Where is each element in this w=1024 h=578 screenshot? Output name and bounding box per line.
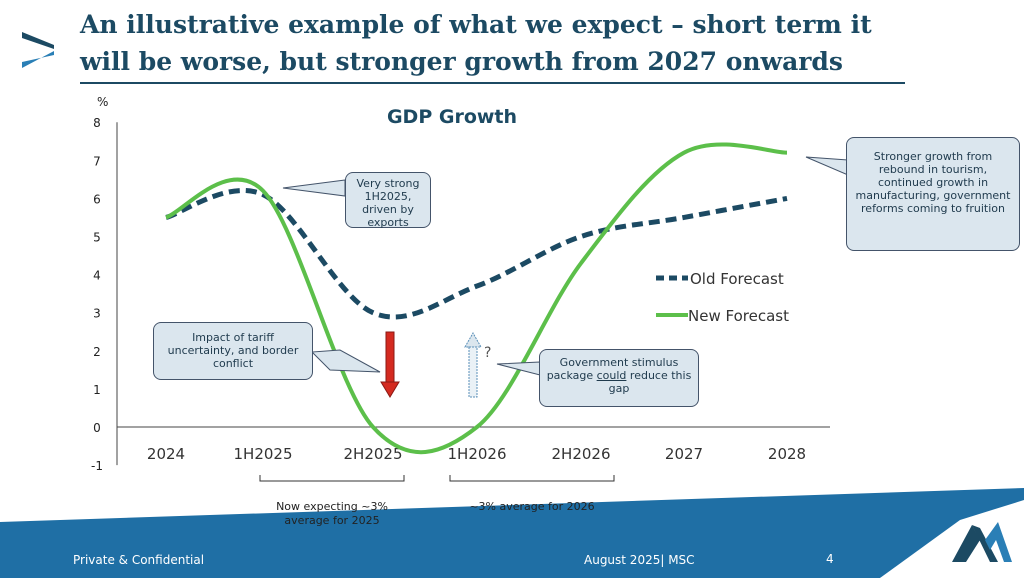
note-2025: Now expecting ~3% average for 2025 (276, 500, 388, 527)
question-mark: ? (484, 345, 491, 361)
x-tick-label: 1H2025 (234, 445, 293, 463)
red-down-arrow (380, 331, 400, 398)
y-tick-label: 3 (93, 307, 101, 321)
bracket-2026 (449, 475, 615, 482)
y-tick-label: 6 (93, 192, 101, 206)
footer-band (0, 488, 1024, 578)
bracket-2025 (259, 475, 405, 482)
y-tick-label: 2 (93, 345, 101, 359)
y-unit-label: % (97, 95, 108, 109)
y-tick-label: 4 (93, 269, 101, 283)
brand-chevron-icon (22, 30, 62, 74)
msc-logo-icon (952, 522, 1012, 562)
callout-stimulus: Government stimulus package could reduce… (539, 349, 699, 407)
stimulus-emphasis: could (596, 369, 627, 382)
series-line-new (165, 142, 788, 455)
y-tick-label: 5 (93, 231, 101, 245)
y-tick-label: 0 (93, 421, 101, 435)
title-underline (80, 82, 905, 84)
series-line-old (165, 187, 788, 320)
x-tick-label: 2027 (665, 445, 703, 463)
legend-old-label: Old Forecast (690, 270, 784, 288)
x-tick-label: 1H2026 (448, 445, 507, 463)
y-tick-label: -1 (91, 459, 103, 473)
stimulus-text-end: reduce this gap (608, 369, 692, 395)
chart-title: GDP Growth (387, 106, 517, 128)
y-tick-label: 7 (93, 154, 101, 168)
y-tick-label: 1 (93, 383, 101, 397)
callout-rebound: Stronger growth from rebound in tourism,… (846, 137, 1020, 251)
page-number: 4 (826, 552, 834, 566)
callout-exports: Very strong 1H2025, driven by exports (345, 172, 431, 229)
dotted-up-arrow (464, 331, 482, 398)
x-tick-label: 2024 (147, 445, 185, 463)
callout-tariff: Impact of tariff uncertainty, and border… (153, 322, 313, 380)
x-tick-label: 2H2026 (552, 445, 611, 463)
note-2026: ~3% average for 2026 (469, 500, 595, 513)
legend-new-label: New Forecast (688, 307, 789, 325)
footer-confidential: Private & Confidential (73, 553, 205, 567)
x-tick-label: 2028 (768, 445, 806, 463)
x-tick-label: 2H2025 (344, 445, 403, 463)
footer-date: August 2025| MSC (584, 553, 695, 567)
page-title: An illustrative example of what we expec… (80, 10, 872, 76)
y-tick-label: 8 (93, 116, 101, 130)
stimulus-text: Government stimulus package (546, 356, 679, 382)
